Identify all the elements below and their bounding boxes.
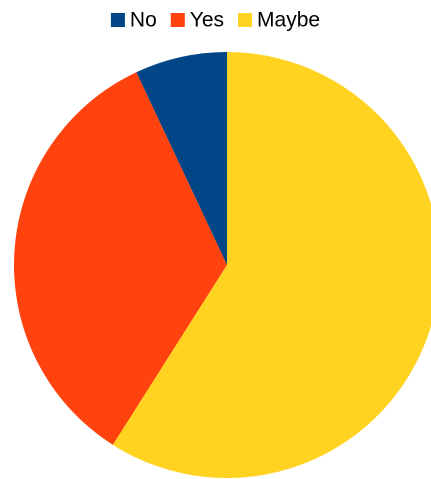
legend-label: Yes [190, 9, 224, 32]
pie-slice [112, 52, 431, 478]
legend-label: Maybe [257, 9, 320, 32]
legend-swatch [170, 13, 185, 27]
legend-label: No [130, 9, 157, 32]
pie-slice [136, 52, 227, 265]
legend-swatch [238, 13, 253, 27]
legend-swatch [110, 13, 125, 27]
pie-slice [14, 72, 228, 445]
